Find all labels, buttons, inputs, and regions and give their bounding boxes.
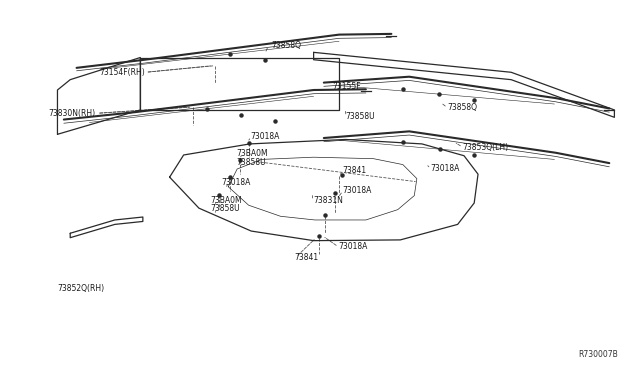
- Text: 73154F(RH): 73154F(RH): [99, 68, 145, 77]
- Text: 73018A: 73018A: [342, 186, 372, 195]
- Text: 73018A: 73018A: [221, 178, 251, 187]
- Text: 73831N: 73831N: [314, 196, 344, 205]
- Text: 73155F: 73155F: [333, 82, 362, 91]
- Text: 73841: 73841: [342, 166, 367, 175]
- Text: 73841: 73841: [294, 253, 319, 262]
- Text: 73018A: 73018A: [250, 132, 279, 141]
- Text: 73852Q(RH): 73852Q(RH): [58, 284, 104, 293]
- Text: 73858U: 73858U: [346, 112, 375, 121]
- Text: 73BA0M: 73BA0M: [211, 196, 242, 205]
- Text: 73018A: 73018A: [430, 164, 460, 173]
- Text: 73858U: 73858U: [236, 157, 266, 167]
- Text: 73018A: 73018A: [338, 243, 367, 251]
- Text: R730007B: R730007B: [579, 350, 618, 359]
- Text: 73830N(RH): 73830N(RH): [49, 109, 96, 118]
- Text: 73858Q: 73858Q: [271, 41, 301, 50]
- Text: 73853Q(LH): 73853Q(LH): [463, 143, 509, 152]
- Text: 73BA0M: 73BA0M: [236, 149, 268, 158]
- Text: 73858Q: 73858Q: [447, 103, 477, 112]
- Text: 73858U: 73858U: [211, 204, 240, 214]
